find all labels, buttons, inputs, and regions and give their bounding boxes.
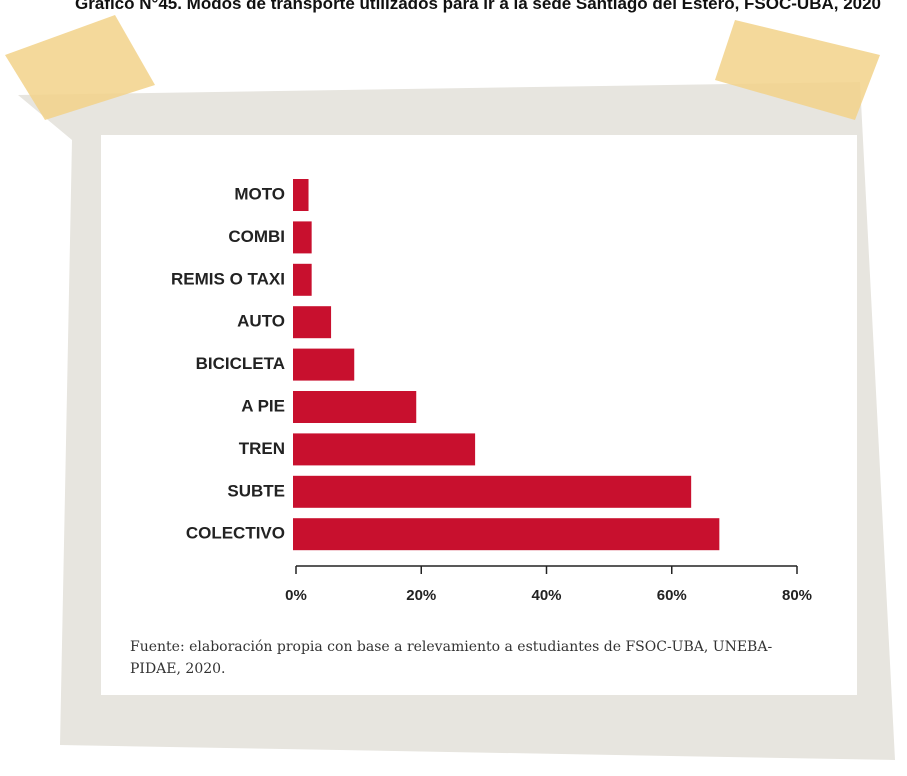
y-tick-label: TREN — [239, 439, 285, 458]
source-note: Fuente: elaboración propia con base a re… — [130, 639, 773, 677]
y-tick-label: AUTO — [237, 312, 285, 331]
tape — [715, 20, 880, 120]
bar — [293, 348, 355, 381]
x-tick-label: 60% — [657, 587, 687, 604]
x-tick-label: 40% — [531, 587, 561, 604]
bar — [293, 221, 312, 254]
chart-title: Gráfico N°45. Modos de transporte utiliz… — [75, 0, 882, 13]
bar — [293, 391, 417, 423]
chart-card — [101, 135, 857, 695]
bar — [293, 475, 692, 508]
x-tick-label: 0% — [285, 587, 307, 604]
y-tick-label: MOTO — [234, 184, 285, 203]
y-tick-label: REMIS O TAXI — [171, 269, 285, 288]
y-tick-label: A PIE — [241, 396, 285, 415]
x-tick-label: 20% — [406, 587, 436, 604]
bar — [293, 518, 720, 551]
y-tick-label: SUBTE — [227, 481, 285, 500]
y-tick-label: BICICLETA — [196, 354, 285, 373]
tape — [5, 15, 155, 120]
y-tick-label: COLECTIVO — [186, 524, 285, 543]
bar — [293, 306, 332, 339]
y-tick-label: COMBI — [228, 227, 285, 246]
bar — [293, 179, 309, 211]
bar — [293, 433, 476, 466]
x-tick-label: 80% — [782, 587, 812, 604]
bar — [293, 263, 312, 296]
plot-area: 0% 20% 40% 60% 80% MOTO COMBI REMIS O TAXI AUTO B… — [171, 179, 812, 604]
